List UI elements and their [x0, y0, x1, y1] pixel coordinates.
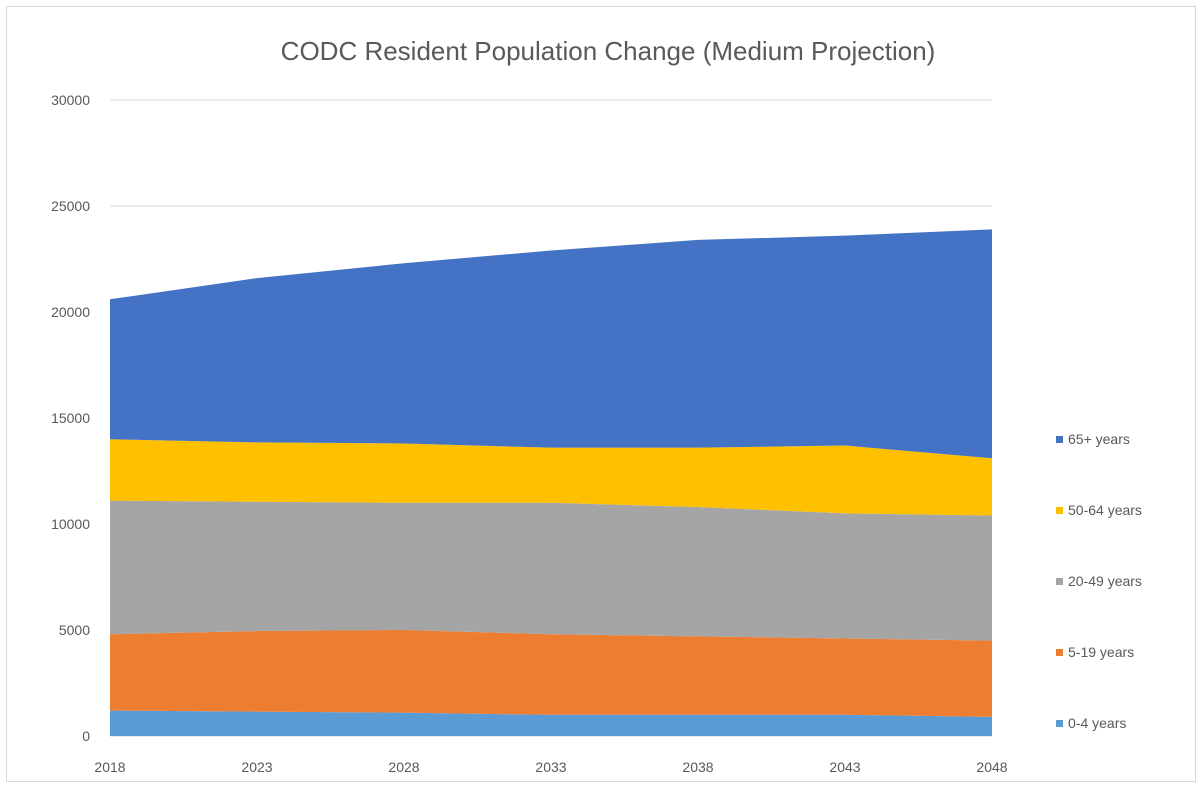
x-tick-label: 2043: [829, 759, 860, 775]
y-tick-label: 0: [82, 728, 90, 744]
area-series-4: [110, 229, 992, 459]
x-tick-label: 2018: [94, 759, 125, 775]
legend-label: 65+ years: [1068, 431, 1130, 447]
legend-swatch: [1056, 720, 1063, 727]
chart-title: CODC Resident Population Change (Medium …: [281, 36, 936, 66]
area-series-1: [110, 630, 992, 717]
x-tick-label: 2023: [241, 759, 272, 775]
area-series-3: [110, 439, 992, 516]
x-tick-label: 2028: [388, 759, 419, 775]
x-tick-label: 2033: [535, 759, 566, 775]
area-series: [110, 229, 992, 736]
y-tick-label: 5000: [59, 622, 90, 638]
legend: 65+ years 50-64 years 20-49 years 5-19 year…: [1056, 431, 1142, 731]
legend-swatch: [1056, 436, 1063, 443]
y-tick-label: 15000: [51, 410, 90, 426]
y-axis-ticks: 0 5000 10000 15000 20000 25000 30000: [51, 92, 90, 744]
legend-label: 0-4 years: [1068, 715, 1126, 731]
legend-swatch: [1056, 578, 1063, 585]
y-tick-label: 10000: [51, 516, 90, 532]
legend-label: 5-19 years: [1068, 644, 1134, 660]
area-series-0: [110, 710, 992, 736]
y-tick-label: 30000: [51, 92, 90, 108]
legend-label: 50-64 years: [1068, 502, 1142, 518]
x-tick-label: 2038: [682, 759, 713, 775]
x-axis-ticks: 2018 2023 2028 2033 2038 2043 2048: [94, 759, 1007, 775]
area-series-2: [110, 500, 992, 641]
y-tick-label: 25000: [51, 198, 90, 214]
x-tick-label: 2048: [976, 759, 1007, 775]
legend-swatch: [1056, 649, 1063, 656]
legend-label: 20-49 years: [1068, 573, 1142, 589]
legend-swatch: [1056, 507, 1063, 514]
y-tick-label: 20000: [51, 304, 90, 320]
